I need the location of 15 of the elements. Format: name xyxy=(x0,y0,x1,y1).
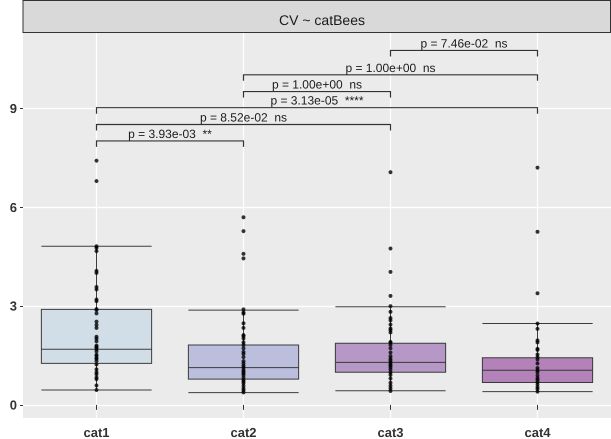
annotation: p = 3.13e-05 **** xyxy=(270,94,364,108)
annotation: p = 7.46e-02 ns xyxy=(420,36,508,50)
annotation: p = 3.93e-03 ** xyxy=(128,126,212,141)
y-tick-label: 6 xyxy=(10,200,17,215)
x-tick-label: cat3 xyxy=(377,425,404,439)
x-tick-label: cat4 xyxy=(524,425,552,439)
annotation: p = 8.52e-02 ns xyxy=(200,110,288,124)
x-tick-label: cat1 xyxy=(83,425,110,439)
annotation: p = 1.00e+00 ns xyxy=(345,60,436,75)
x-tick-label: cat2 xyxy=(230,425,257,439)
annotation: p = 1.00e+00 ns xyxy=(272,78,362,92)
chart-title: CV ~ catBees xyxy=(279,12,365,28)
y-tick-label: 3 xyxy=(10,298,17,314)
y-tick-label: 9 xyxy=(10,101,17,116)
y-tick-label: 0 xyxy=(10,397,17,412)
